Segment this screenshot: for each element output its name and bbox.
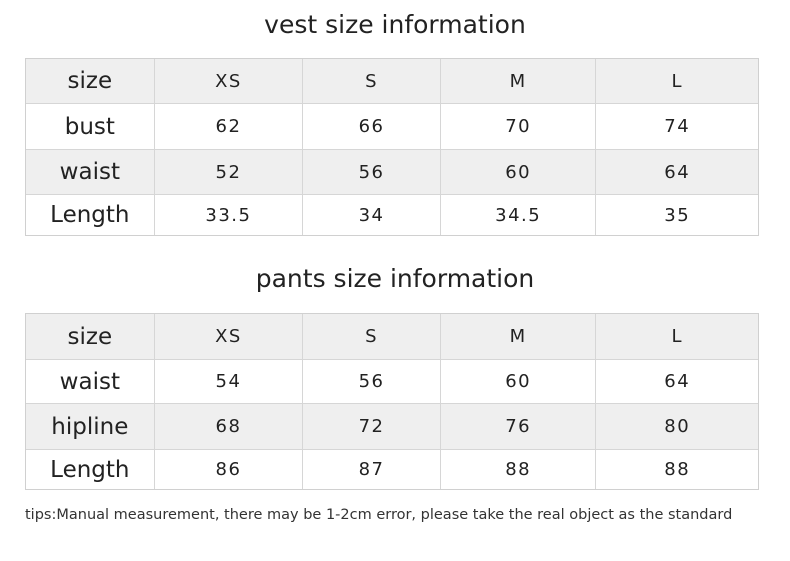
- table-row: hipline 68 72 76 80: [26, 403, 758, 449]
- table-row: Length 33.5 34 34.5 35: [26, 194, 758, 235]
- table-cell: 54: [153, 360, 303, 403]
- header-cell: M: [439, 314, 596, 359]
- table-cell: 88: [439, 450, 596, 489]
- table-cell: 76: [439, 404, 596, 449]
- table-cell: 68: [153, 404, 303, 449]
- table-cell: 72: [302, 404, 440, 449]
- table-cell: 70: [439, 104, 596, 149]
- header-cell: S: [302, 314, 440, 359]
- header-cell: size: [67, 68, 113, 94]
- table-cell: 60: [439, 360, 596, 403]
- header-cell: M: [439, 59, 596, 103]
- table-cell: 86: [153, 450, 303, 489]
- table-cell: 34: [302, 195, 440, 235]
- row-label: hipline: [51, 413, 129, 440]
- table-cell: 52: [153, 150, 303, 194]
- header-cell: L: [595, 314, 758, 359]
- table-cell: 62: [153, 104, 303, 149]
- row-label: waist: [59, 159, 120, 185]
- table-cell: 34.5: [439, 195, 596, 235]
- row-label: Length: [50, 456, 130, 483]
- header-cell: S: [302, 59, 440, 103]
- tips: tips:Manual measurement, there may be 1-…: [25, 507, 733, 523]
- table-cell: 64: [595, 360, 758, 403]
- table-row: waist 54 56 60 64: [26, 359, 758, 403]
- header-cell: L: [595, 59, 758, 103]
- table-row: waist 52 56 60 64: [26, 149, 758, 194]
- table-row: Length 86 87 88 88: [26, 449, 758, 489]
- table-cell: 35: [595, 195, 758, 235]
- header-cell: XS: [153, 314, 303, 359]
- header-cell: XS: [153, 59, 303, 103]
- row-label: bust: [64, 113, 115, 140]
- table-cell: 74: [595, 104, 758, 149]
- header-row: size XS S M L: [26, 314, 758, 359]
- table-cell: 64: [595, 150, 758, 194]
- section-title: vest size information: [264, 10, 526, 39]
- row-label: waist: [59, 368, 120, 395]
- table-cell: 33.5: [153, 195, 303, 235]
- section-title: pants size information: [255, 264, 535, 293]
- table-cell: 88: [595, 450, 758, 489]
- table-cell: 80: [595, 404, 758, 449]
- table-cell: 60: [439, 150, 596, 194]
- table-cell: 87: [302, 450, 440, 489]
- table-row: bust 62 66 70 74: [26, 103, 758, 149]
- row-label: Length: [50, 202, 130, 228]
- header-row: size XS S M L: [26, 59, 758, 103]
- table-cell: 66: [302, 104, 440, 149]
- header-cell: size: [67, 323, 113, 350]
- table-cell: 56: [302, 360, 440, 403]
- table-cell: 56: [302, 150, 440, 194]
